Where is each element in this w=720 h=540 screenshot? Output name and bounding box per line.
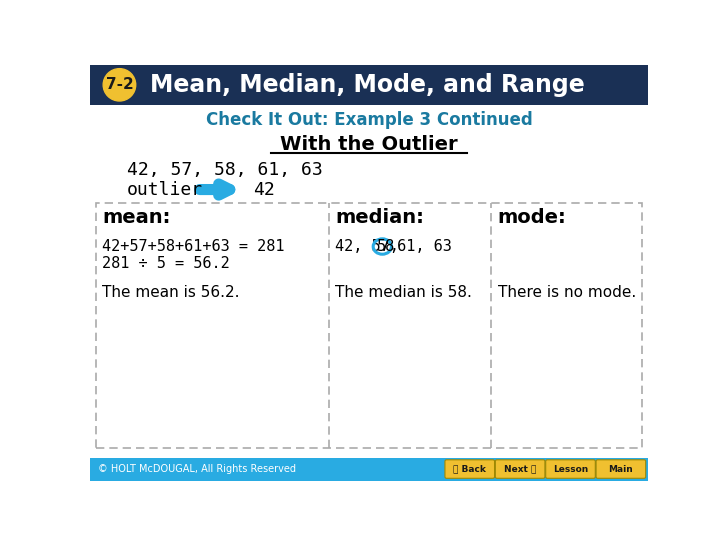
Text: © HOLT McDOUGAL, All Rights Reserved: © HOLT McDOUGAL, All Rights Reserved [98,464,296,474]
Text: 42+57+58+61+63 = 281: 42+57+58+61+63 = 281 [102,239,285,254]
Text: 7-2: 7-2 [106,77,133,92]
Text: mode:: mode: [498,208,567,227]
FancyBboxPatch shape [90,457,648,481]
Text: Lesson: Lesson [553,464,588,474]
FancyBboxPatch shape [546,460,595,478]
Text: Mean, Median, Mode, and Range: Mean, Median, Mode, and Range [150,73,585,97]
Text: 61, 63: 61, 63 [387,239,451,254]
Text: 42, 57,: 42, 57, [335,239,408,254]
Text: The mean is 56.2.: The mean is 56.2. [102,285,240,300]
FancyBboxPatch shape [445,460,495,478]
Text: 〈 Back: 〈 Back [454,464,486,474]
Text: mean:: mean: [102,208,171,227]
FancyBboxPatch shape [90,65,648,105]
Text: The median is 58.: The median is 58. [335,285,472,300]
Text: median:: median: [335,208,424,227]
Text: 42, 57, 58, 61, 63: 42, 57, 58, 61, 63 [127,160,323,179]
Text: Check It Out: Example 3 Continued: Check It Out: Example 3 Continued [206,111,532,129]
Text: With the Outlier: With the Outlier [280,136,458,154]
FancyBboxPatch shape [596,460,646,478]
FancyArrowPatch shape [199,184,230,195]
Text: 281 ÷ 5 = 56.2: 281 ÷ 5 = 56.2 [102,256,230,271]
Text: 58: 58 [377,239,395,254]
Text: 42: 42 [253,180,274,199]
Circle shape [103,69,136,101]
Text: There is no mode.: There is no mode. [498,285,636,300]
Text: Main: Main [608,464,634,474]
FancyBboxPatch shape [495,460,545,478]
Text: outlier: outlier [127,180,203,199]
Text: Next 〉: Next 〉 [504,464,536,474]
